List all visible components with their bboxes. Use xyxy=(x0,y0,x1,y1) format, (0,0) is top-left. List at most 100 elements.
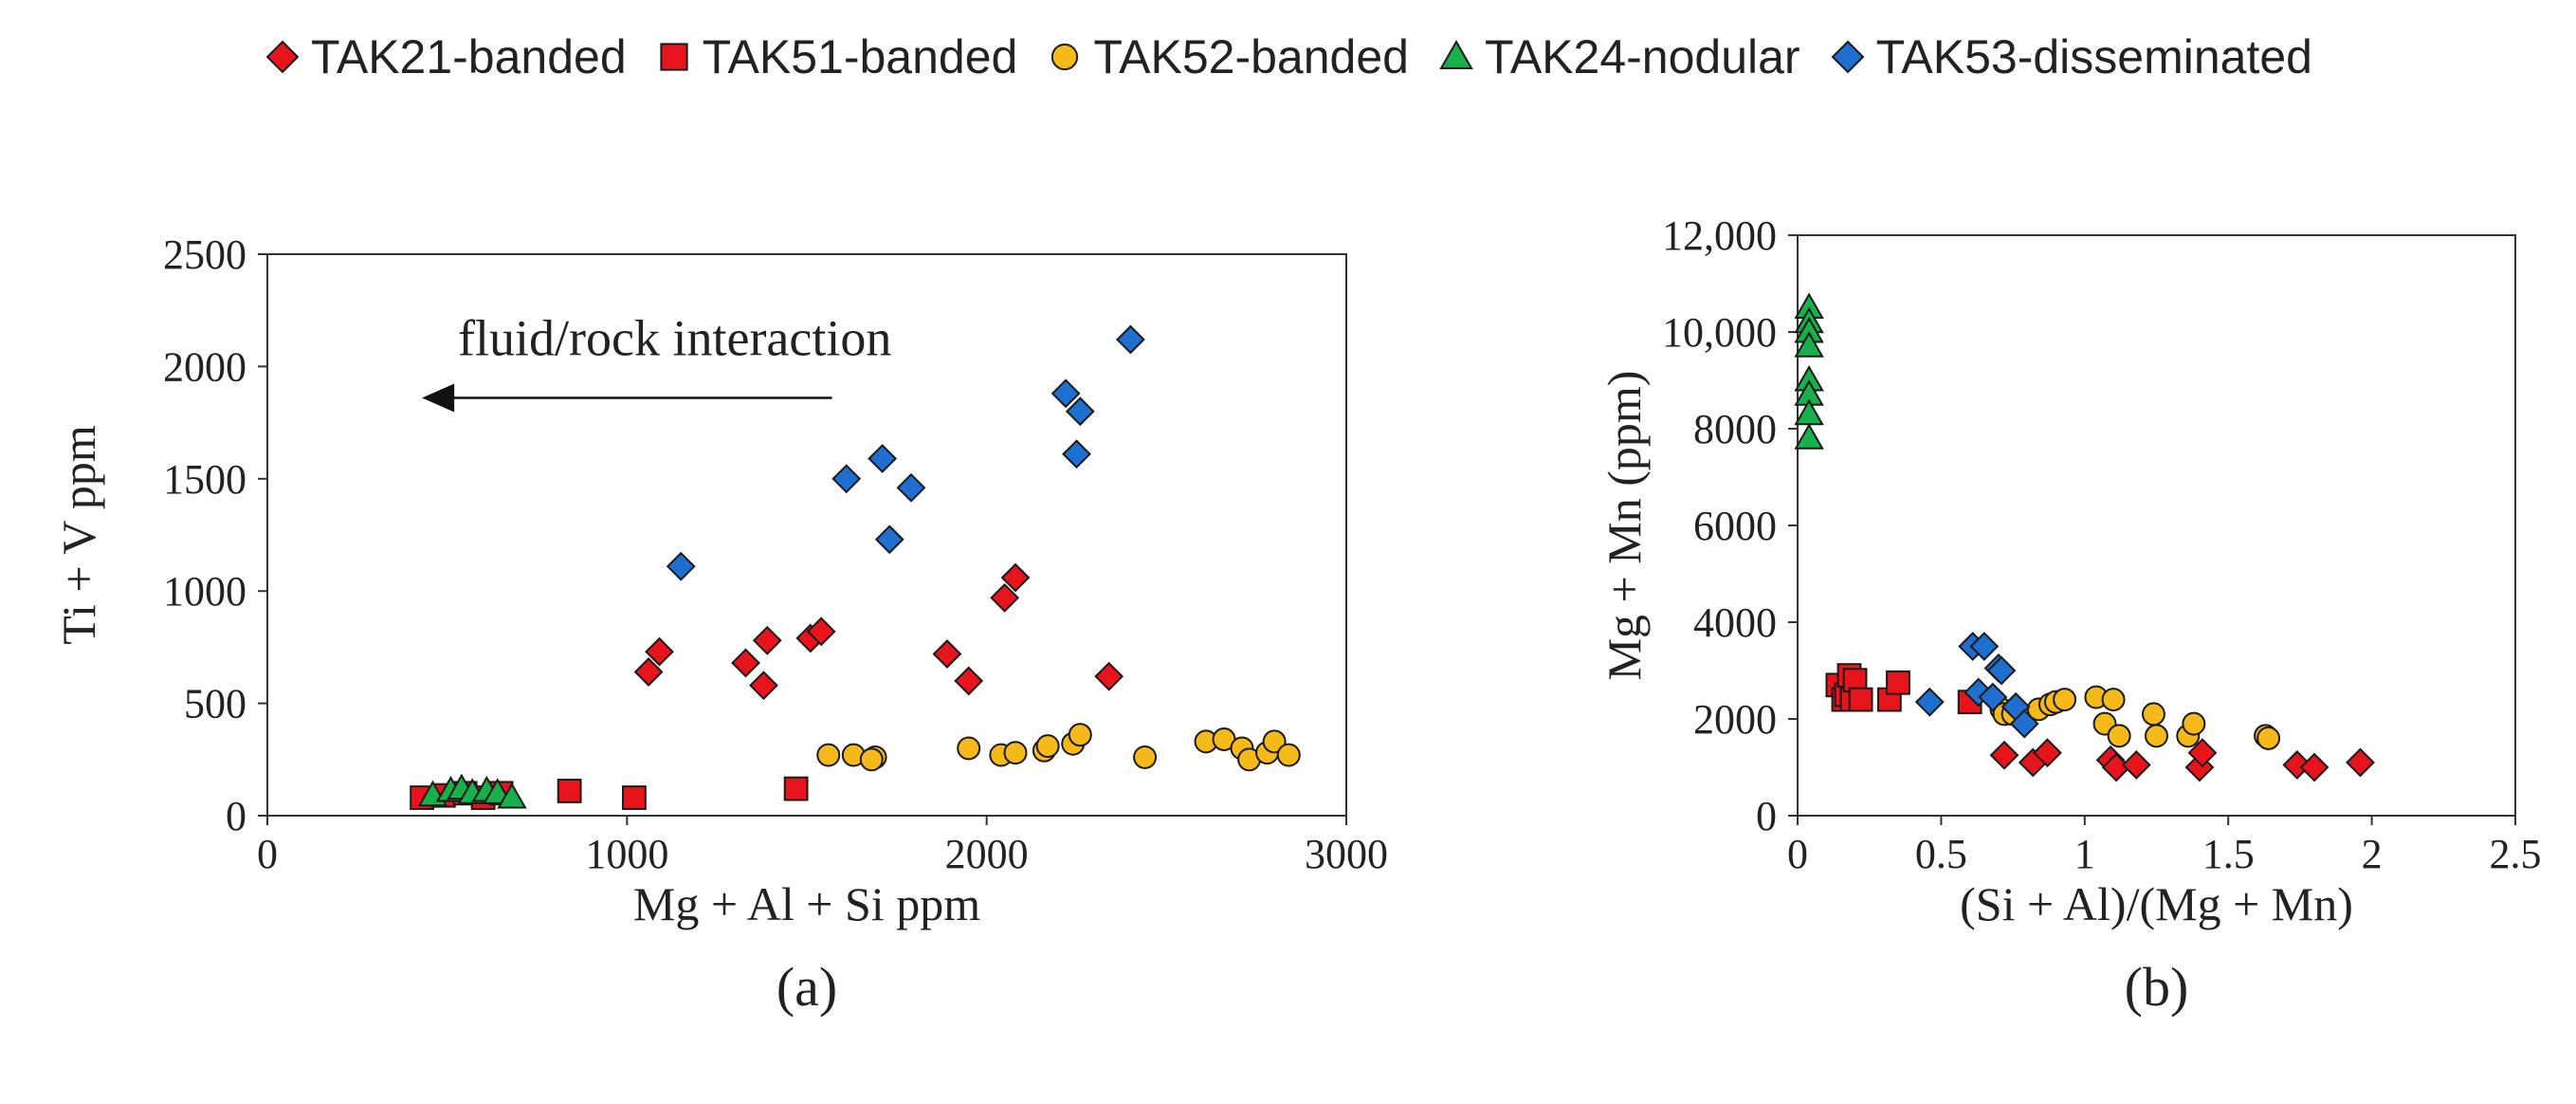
data-point-tak21-banded xyxy=(731,648,760,678)
data-point-tak21-banded xyxy=(954,666,984,696)
legend-marker xyxy=(1831,40,1864,74)
data-point-tak21-banded xyxy=(2033,738,2062,768)
data-point-tak52-banded xyxy=(2107,724,2131,748)
legend-item: TAK24-nodular xyxy=(1437,29,1800,84)
legend-label: TAK21-banded xyxy=(311,30,627,83)
legend-item: TAK51-banded xyxy=(655,29,1018,84)
x-tick-label: 2 xyxy=(2362,831,2383,877)
data-point-tak53-disseminated xyxy=(1050,378,1081,409)
triangle-marker-icon xyxy=(1439,39,1473,69)
data-point-tak52-banded xyxy=(1068,723,1092,747)
legend-marker xyxy=(1439,39,1473,69)
legend-marker xyxy=(265,40,300,74)
data-point-tak21-banded xyxy=(932,639,962,669)
x-tick-label: 2.5 xyxy=(2490,831,2542,877)
data-point-tak53-disseminated xyxy=(1065,396,1095,427)
legend-item: TAK53-disseminated xyxy=(1829,29,2312,84)
x-tick-label: 3000 xyxy=(1305,831,1388,877)
data-point-tak21-banded xyxy=(645,636,674,667)
data-point-tak52-banded xyxy=(2182,711,2206,736)
data-point-tak52-banded xyxy=(1003,741,1028,765)
y-axis-label: Mg + Mn (ppm) xyxy=(1598,371,1651,681)
y-tick-label: 4000 xyxy=(1693,599,1777,646)
x-tick-label: 1 xyxy=(2074,831,2095,877)
data-point-tak52-banded xyxy=(2141,702,2165,727)
y-tick-label: 10,000 xyxy=(1662,309,1777,356)
y-tick-label: 500 xyxy=(184,681,247,727)
y-tick-label: 2500 xyxy=(163,231,247,278)
y-tick-label: 12,000 xyxy=(1662,212,1777,259)
data-point-tak24-nodular xyxy=(497,782,527,809)
data-point-tak53-disseminated xyxy=(874,524,904,555)
data-point-tak21-banded xyxy=(2282,750,2312,780)
data-point-tak21-banded xyxy=(806,616,836,647)
data-point-tak52-banded xyxy=(1035,734,1060,759)
x-tick-label: 0.5 xyxy=(1915,831,1967,877)
legend-label: TAK24-nodular xyxy=(1484,30,1800,83)
data-point-tak21-banded xyxy=(2121,750,2151,780)
data-point-tak52-banded xyxy=(1276,743,1301,767)
x-tick-label: 1.5 xyxy=(2202,831,2255,877)
y-tick-label: 8000 xyxy=(1693,406,1777,452)
data-point-tak52-banded xyxy=(957,736,981,761)
data-point-tak21-banded xyxy=(1989,740,2019,770)
data-point-tak21-banded xyxy=(1000,562,1031,593)
data-point-tak21-banded xyxy=(749,671,778,701)
data-point-tak24-nodular xyxy=(1794,331,1824,358)
legend-item: TAK52-banded xyxy=(1046,29,1409,84)
y-tick-label: 2000 xyxy=(1693,696,1777,743)
data-point-tak53-disseminated xyxy=(896,472,926,503)
x-tick-label: 2000 xyxy=(945,831,1029,877)
legend-label: TAK53-disseminated xyxy=(1875,30,2312,83)
x-axis-label: (Si + Al)/(Mg + Mn) xyxy=(1960,877,2353,930)
data-point-tak52-banded xyxy=(816,743,841,767)
data-point-tak53-disseminated xyxy=(1115,324,1145,355)
data-point-tak53-disseminated xyxy=(1969,632,2000,661)
legend-label: TAK52-banded xyxy=(1093,30,1409,83)
data-point-tak51-banded xyxy=(1848,687,1873,712)
panel-label: (a) xyxy=(776,956,837,1018)
data-point-tak51-banded xyxy=(622,785,647,810)
legend-item: TAK21-banded xyxy=(264,29,627,84)
data-point-tak21-banded xyxy=(633,657,664,687)
data-point-tak51-banded xyxy=(557,779,582,803)
y-axis-label: Ti + V ppm xyxy=(52,425,105,645)
x-tick-label: 0 xyxy=(1787,831,1808,877)
data-point-tak21-banded xyxy=(752,625,782,655)
data-point-tak53-disseminated xyxy=(2009,708,2039,739)
y-tick-label: 1000 xyxy=(163,568,247,615)
data-point-tak52-banded xyxy=(2053,688,2077,712)
data-point-tak51-banded xyxy=(1886,670,1910,695)
data-point-tak53-disseminated xyxy=(1978,682,2008,712)
panel-b: 0 0.5 1 1.5 2 2.5 0 2000 4000 6000 8000 10,000 12,00… xyxy=(1598,212,2542,1018)
data-point-tak52-banded xyxy=(2101,688,2126,712)
panel-label: (b) xyxy=(2125,956,2189,1018)
diamond-marker-icon xyxy=(1831,40,1864,74)
legend-marker xyxy=(1051,43,1079,71)
data-point-tak52-banded xyxy=(2256,726,2281,750)
data-point-tak51-banded xyxy=(783,776,809,801)
data-point-tak21-banded xyxy=(2299,752,2329,782)
data-point-tak53-disseminated xyxy=(1986,655,2017,686)
data-point-tak52-banded xyxy=(859,747,884,772)
data-point-tak52-banded xyxy=(1262,729,1287,754)
y-tick-label: 0 xyxy=(226,793,247,839)
data-point-tak21-banded xyxy=(990,582,1020,613)
data-point-tak21-banded xyxy=(2187,738,2218,768)
panel-a: 0 1000 2000 3000 0 500 1000 1500 2000 2500 Mg + Al… xyxy=(52,231,1388,1018)
data-point-tak53-disseminated xyxy=(831,464,862,494)
data-point-tak53-disseminated xyxy=(1062,439,1091,469)
y-tick-label: 0 xyxy=(1756,793,1777,839)
data-point-tak53-disseminated xyxy=(666,551,696,581)
legend-label: TAK51-banded xyxy=(702,30,1018,83)
x-tick-label: 0 xyxy=(257,831,278,877)
data-point-tak24-nodular xyxy=(1794,423,1824,450)
legend: TAK21-banded TAK51-banded TAK52-banded TAK2… xyxy=(0,9,2576,104)
circle-marker-icon xyxy=(1051,43,1079,71)
y-tick-label: 2000 xyxy=(163,343,247,390)
data-point-tak21-banded xyxy=(2346,747,2375,778)
x-axis-label: Mg + Al + Si ppm xyxy=(633,877,980,930)
x-tick-label: 1000 xyxy=(585,831,668,877)
annotation-text: fluid/rock interaction xyxy=(458,310,891,367)
